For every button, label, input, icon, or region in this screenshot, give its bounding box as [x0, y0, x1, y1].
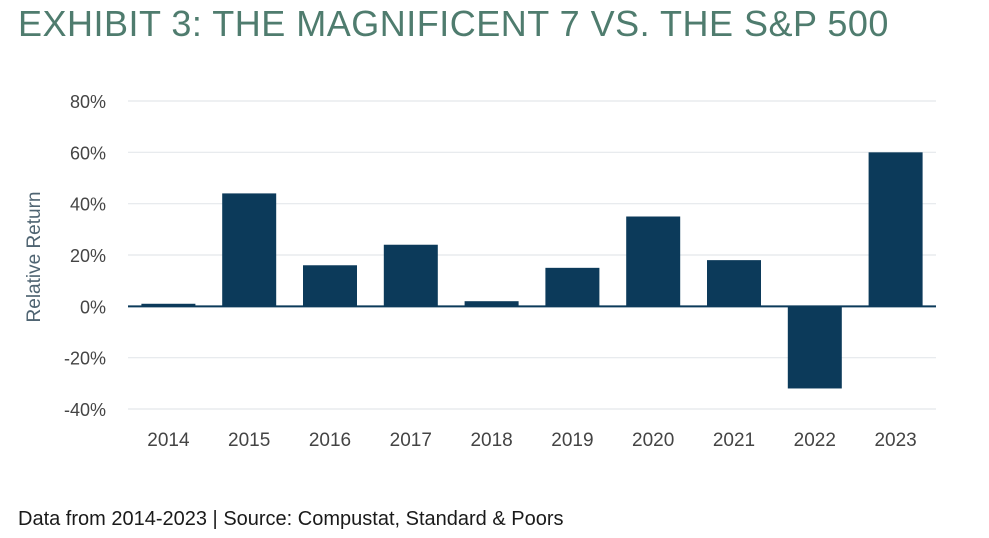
y-axis-label: Relative Return	[24, 192, 45, 323]
x-tick-labels: 2014 2015 2016 2017 2018 2019 2020 2021 2022 2023	[147, 430, 916, 451]
bar-2020	[626, 216, 681, 307]
bar-2022	[787, 306, 842, 389]
x-tick-label: 2018	[470, 430, 512, 451]
bar-2018	[464, 301, 519, 307]
bar-2016	[303, 265, 357, 307]
y-tick-label: -40%	[64, 400, 106, 420]
y-tick-label: 0%	[80, 297, 106, 317]
x-tick-label: 2022	[794, 430, 836, 451]
bar-chart: 80%60%40%20%0%-20%-40% 2014 2015 2016 2017 2…	[24, 92, 936, 451]
y-tick-label: 60%	[70, 143, 106, 163]
bar-2019	[545, 267, 600, 307]
bar-2023	[868, 152, 923, 307]
x-tick-label: 2016	[309, 430, 351, 451]
x-tick-label: 2020	[632, 430, 674, 451]
bars	[141, 152, 923, 389]
x-tick-label: 2019	[551, 430, 593, 451]
x-tick-label: 2014	[147, 430, 190, 451]
source-footnote: Data from 2014-2023 | Source: Compustat,…	[18, 508, 564, 530]
x-tick-label: 2021	[713, 430, 755, 451]
x-tick-label: 2023	[874, 430, 916, 451]
bar-2021	[707, 260, 761, 307]
y-tick-label: 40%	[70, 195, 106, 215]
y-tick-labels: 80% 60% 40% 20% 0% -20% -40%	[64, 92, 106, 420]
y-tick-label: 20%	[70, 246, 106, 266]
bar-2015	[222, 193, 277, 307]
bar-2017	[383, 244, 438, 307]
y-tick-label: 80%	[70, 92, 106, 112]
y-tick-label: -20%	[64, 349, 106, 369]
bar-2014	[141, 303, 196, 307]
x-tick-label: 2017	[390, 430, 432, 451]
x-tick-label: 2015	[228, 430, 270, 451]
chart-title: EXHIBIT 3: THE MAGNIFICENT 7 VS. THE S&P…	[18, 3, 889, 44]
